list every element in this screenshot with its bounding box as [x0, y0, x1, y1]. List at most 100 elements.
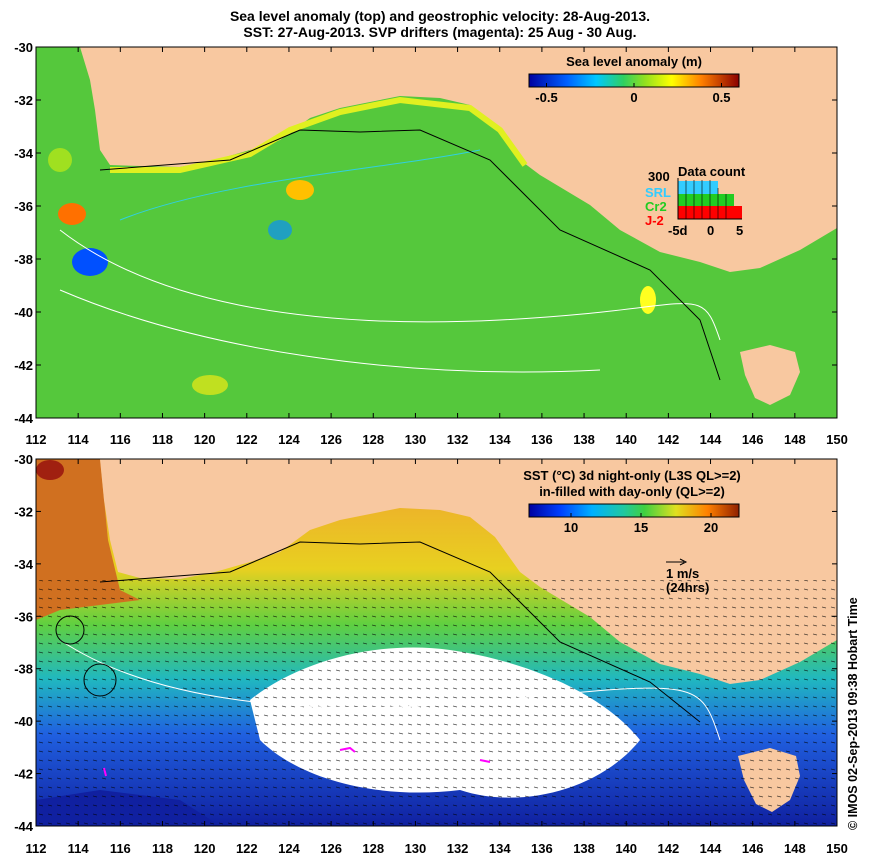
sst-lon-tick-label: 138 — [573, 841, 595, 856]
sla-contour — [119, 149, 481, 221]
sst-lon-tick-label: 126 — [320, 841, 342, 856]
sla-legend: Sea level anomaly (m) -0.5 0 0.5 — [528, 54, 740, 105]
sla-lat-tick-label: -36 — [14, 199, 33, 214]
sla-lon-tick-label: 112 — [26, 432, 47, 447]
bar-srl — [678, 181, 718, 194]
sst-lon-tick-label: 130 — [405, 841, 427, 856]
sst-legend-tick-label: 20 — [704, 520, 718, 535]
sst-eddy — [55, 615, 85, 645]
sla-lat-tick-label: -34 — [14, 146, 34, 161]
sst-lat-tick-label: -32 — [14, 504, 33, 519]
sla-lon-tick-label: 144 — [700, 432, 722, 447]
sla-lon-tick-label: 122 — [236, 432, 258, 447]
sla-blob-positive — [640, 286, 656, 314]
title-line-1: Sea level anomaly (top) and geostrophic … — [229, 8, 651, 24]
sst-eddy — [83, 663, 117, 697]
sst-lon-tick-label: 116 — [110, 841, 131, 856]
title-line-2: SST: 27-Aug-2013. SVP drifters (magenta)… — [243, 24, 637, 40]
sla-blob-negative — [268, 220, 292, 240]
satellite-label-cr2: Cr2 — [645, 199, 667, 214]
sst-legend-tick-label: 10 — [564, 520, 578, 535]
sla-legend-title: Sea level anomaly (m) — [566, 54, 702, 69]
sst-colorbar — [528, 503, 740, 518]
sst-legend-title-2: in-filled with day-only (QL>=2) — [539, 484, 725, 499]
data-count-xlabel: 5 — [736, 223, 743, 238]
sla-shelf-contour — [99, 129, 721, 381]
sst-lon-tick-label: 124 — [278, 841, 300, 856]
sst-lon-tick-label: 148 — [784, 841, 806, 856]
sst-warm-leeuwin — [36, 459, 140, 620]
sla-legend-tick-label: 0 — [630, 90, 637, 105]
sla-lat-tick-label: -44 — [14, 411, 34, 426]
data-count-inset: Data count 300 SRL Cr2 J-2 -5d 0 5 — [645, 164, 746, 238]
sst-legend-tick-label: 15 — [634, 520, 648, 535]
velocity-scale-sublabel: (24hrs) — [666, 580, 709, 595]
sla-coastal-band — [110, 96, 528, 173]
sst-warm-core — [36, 460, 64, 480]
velocity-scale: 1 m/s (24hrs) — [666, 558, 709, 595]
sla-legend-tick-label: -0.5 — [535, 90, 557, 105]
sla-lon-tick-label: 124 — [278, 432, 300, 447]
sla-lat-tick-label: -30 — [14, 40, 33, 55]
sst-lat-tick-label: -40 — [14, 714, 33, 729]
sla-lon-tick-label: 126 — [320, 432, 342, 447]
sla-contour — [59, 289, 601, 373]
sst-lat-tick-label: -38 — [14, 662, 33, 677]
data-count-xlabel: 0 — [707, 223, 714, 238]
sst-lon-tick-label: 128 — [362, 841, 384, 856]
sla-blob-positive — [192, 375, 228, 395]
drifter-track — [339, 746, 356, 753]
sla-blob-positive — [286, 180, 314, 200]
sla-lon-tick-label: 140 — [615, 432, 637, 447]
sst-lat-tick-label: -42 — [14, 767, 33, 782]
sst-velocity-arrows — [36, 580, 837, 826]
sla-lat-tick-label: -42 — [14, 358, 33, 373]
sla-lon-tick-label: 120 — [194, 432, 216, 447]
sla-lon-tick-label: 118 — [152, 432, 173, 447]
sla-lon-tick-label: 148 — [784, 432, 806, 447]
sst-lon-tick-label: 118 — [152, 841, 173, 856]
sst-lon-tick-label: 150 — [826, 841, 848, 856]
drifter-track — [479, 759, 491, 763]
sst-lat-tick-label: -36 — [14, 609, 33, 624]
sla-lat-tick-label: -40 — [14, 305, 33, 320]
bar-cr2 — [678, 194, 734, 206]
sla-lon-tick-label: 116 — [110, 432, 131, 447]
sst-lat-tick-label: -30 — [14, 452, 33, 467]
data-count-bars — [677, 178, 742, 220]
sst-lon-tick-label: 142 — [658, 841, 680, 856]
sst-shelf-contour — [99, 541, 701, 723]
sla-blob-positive — [48, 148, 72, 172]
data-count-max: 300 — [648, 169, 670, 184]
satellite-label-srl: SRL — [645, 185, 671, 200]
sst-lon-tick-label: 122 — [236, 841, 258, 856]
sst-legend-title-1: SST (°C) 3d night-only (L3S QL>=2) — [523, 468, 741, 483]
sst-lon-tick-label: 132 — [447, 841, 469, 856]
sla-blob-positive — [58, 203, 86, 225]
sla-lon-tick-label: 138 — [573, 432, 595, 447]
sst-lon-tick-label: 140 — [615, 841, 637, 856]
sla-lon-tick-label: 142 — [658, 432, 680, 447]
sla-land-tasmania — [740, 345, 800, 405]
sla-lon-tick-label: 136 — [531, 432, 553, 447]
sst-lon-tick-label: 112 — [26, 841, 47, 856]
sst-lon-tick-label: 136 — [531, 841, 553, 856]
sla-legend-tick-label: 0.5 — [712, 90, 730, 105]
drifter-track — [103, 767, 107, 777]
sst-lon-tick-label: 134 — [489, 841, 511, 856]
sla-blob-negative — [72, 248, 108, 276]
sla-lon-tick-label: 146 — [742, 432, 764, 447]
sla-frame — [35, 46, 838, 419]
sst-lon-tick-label: 120 — [194, 841, 216, 856]
sst-lat-tick-label: -44 — [14, 819, 34, 834]
data-count-xlabel: -5d — [668, 223, 688, 238]
sla-lon-tick-label: 130 — [405, 432, 427, 447]
sla-lon-tick-label: 128 — [362, 432, 384, 447]
sla-lat-tick-label: -32 — [14, 93, 33, 108]
sst-contour — [59, 639, 721, 741]
satellite-label-j2: J-2 — [645, 213, 664, 228]
sla-lat-tick-label: -38 — [14, 252, 33, 267]
sla-lon-tick-label: 132 — [447, 432, 469, 447]
velocity-scale-label: 1 m/s — [666, 566, 699, 581]
